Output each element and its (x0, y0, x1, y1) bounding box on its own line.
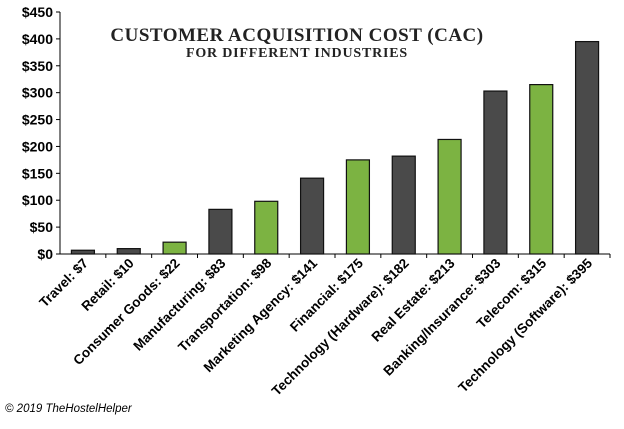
bar (70, 249, 96, 255)
y-tick-label: $0 (37, 246, 53, 262)
chart-subtitle: FOR DIFFERENT INDUSTRIES (186, 46, 408, 61)
x-category-label: Real Estate: $213 (369, 255, 458, 344)
y-tick-label: $100 (22, 192, 53, 208)
bar (208, 208, 233, 255)
bar (162, 241, 187, 255)
y-tick-label: $250 (22, 112, 53, 128)
y-tick-label: $350 (22, 58, 53, 74)
y-tick-label: $450 (22, 4, 53, 20)
copyright-text: © 2019 TheHostelHelper (5, 403, 132, 415)
bar (254, 200, 279, 255)
bar (345, 159, 371, 255)
bar (483, 90, 508, 255)
plot-area: $0$50$100$150$200$250$300$350$400$450Tra… (22, 4, 611, 399)
y-tick-label: $300 (22, 85, 53, 101)
bar (574, 40, 600, 255)
bar (529, 83, 554, 255)
bar (116, 248, 141, 255)
y-tick-label: $50 (30, 219, 54, 235)
bar (391, 155, 416, 255)
y-tick-label: $200 (22, 138, 53, 154)
y-tick-label: $150 (22, 165, 53, 181)
bar (299, 177, 325, 255)
chart-title: CUSTOMER ACQUISITION COST (CAC) (110, 25, 483, 46)
y-tick-label: $400 (22, 31, 53, 47)
bar (437, 138, 462, 255)
